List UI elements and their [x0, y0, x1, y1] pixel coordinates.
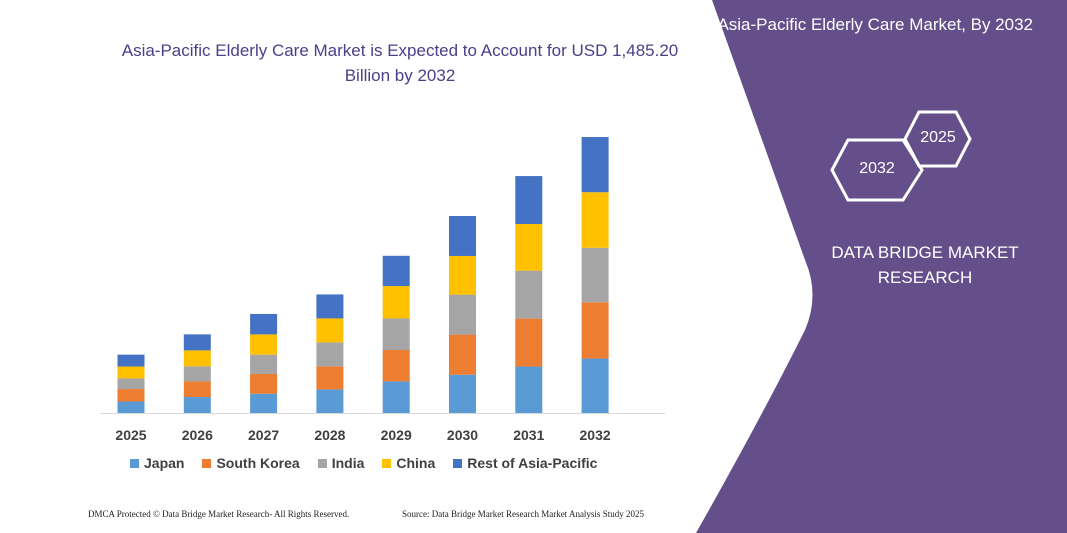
chart-title: Asia-Pacific Elderly Care Market is Expe… [121, 41, 679, 85]
bar-segment-south-korea-2032 [581, 302, 609, 359]
bar-segment-south-korea-2029 [382, 350, 410, 382]
x-tick-label: 2025 [115, 427, 146, 443]
legend-swatch [130, 458, 139, 468]
hex-label-2032: 2032 [859, 160, 895, 177]
bar-segment-rest-of-asia-pacific-2029 [382, 255, 410, 287]
legend-swatch [382, 458, 392, 468]
purple-panel-shape [696, 0, 1067, 533]
hexagon-2025 [903, 110, 972, 168]
bar-segment-china-2025 [117, 366, 145, 379]
bar-segment-rest-of-asia-pacific-2025 [117, 354, 145, 367]
bar-segment-rest-of-asia-pacific-2026 [183, 334, 211, 351]
bar-segment-india-2029 [382, 318, 410, 351]
bar-segment-rest-of-asia-pacific-2027 [250, 313, 278, 335]
footer-copyright: DMCA Protected © Data Bridge Market Rese… [88, 509, 350, 519]
bar-segment-india-2025 [117, 378, 145, 390]
bar-segment-japan-2031 [515, 366, 543, 413]
x-ticks-group: 2025 2026 2027 2028 2029 2030 2031 2032 [115, 427, 610, 443]
bar-segment-south-korea-2026 [183, 381, 211, 398]
bar-segment-japan-2032 [581, 358, 609, 413]
legend-item: South Korea [202, 455, 300, 471]
panel-title: Asia-Pacific Elderly Care Market, By 203… [717, 15, 1033, 34]
bar-segment-china-2031 [515, 224, 543, 271]
hexagon-2032 [830, 138, 924, 202]
legend-swatch [317, 458, 327, 468]
legend-item: China [382, 455, 435, 471]
bar-segment-south-korea-2030 [449, 334, 476, 375]
legend-label: China [396, 455, 436, 471]
bar-segment-japan-2028 [316, 389, 344, 413]
bar-segment-china-2026 [183, 350, 211, 367]
bar-segment-japan-2030 [449, 374, 476, 413]
stacked-bar-chart: 2025 2026 2027 2028 2029 2030 2031 2032 [100, 137, 665, 443]
hex-label-2025: 2025 [920, 129, 956, 146]
bar-segment-india-2030 [449, 294, 476, 335]
bar-segment-south-korea-2027 [250, 373, 278, 394]
bar-segment-china-2032 [581, 192, 609, 248]
bar-segment-china-2029 [382, 286, 410, 319]
footer-source: Source: Data Bridge Market Research Mark… [402, 509, 644, 519]
legend-label: Rest of Asia-Pacific [467, 455, 598, 471]
bar-segment-south-korea-2028 [316, 366, 344, 390]
bar-segment-japan-2027 [250, 393, 278, 413]
bar-segment-china-2028 [316, 318, 344, 343]
x-tick-label: 2028 [314, 427, 345, 443]
legend-item: India [317, 455, 365, 471]
bar-segment-china-2027 [250, 334, 278, 355]
legend: Japan South Korea India China Rest of Asia-P… [130, 455, 597, 471]
legend-item: Rest of Asia-Pacific [453, 455, 597, 471]
bar-segment-japan-2029 [382, 381, 410, 413]
x-tick-label: 2030 [447, 427, 478, 443]
legend-item: Japan [130, 455, 184, 471]
legend-label: Japan [144, 455, 185, 471]
bar-segment-rest-of-asia-pacific-2031 [515, 176, 543, 225]
x-tick-label: 2031 [513, 427, 544, 443]
x-tick-label: 2027 [248, 427, 279, 443]
x-tick-label: 2029 [381, 427, 412, 443]
bar-segment-china-2030 [449, 255, 476, 295]
brand-name: DATA BRIDGE MARKET RESEARCH [831, 243, 1019, 287]
bar-segment-india-2031 [515, 270, 543, 319]
bars-group [117, 137, 609, 413]
bar-segment-japan-2025 [117, 401, 145, 413]
bar-segment-india-2027 [250, 354, 278, 374]
legend-label: South Korea [216, 455, 300, 471]
legend-label: India [331, 455, 365, 471]
bar-segment-rest-of-asia-pacific-2030 [449, 216, 476, 256]
bar-segment-south-korea-2025 [117, 389, 145, 402]
bar-segment-south-korea-2031 [515, 318, 543, 367]
bar-segment-rest-of-asia-pacific-2032 [581, 137, 609, 193]
legend-swatch [453, 458, 463, 468]
bar-segment-rest-of-asia-pacific-2028 [316, 294, 344, 319]
bar-segment-japan-2026 [183, 397, 211, 413]
legend-swatch [202, 458, 212, 468]
x-tick-label: 2026 [182, 427, 213, 443]
bar-segment-india-2026 [183, 366, 211, 382]
x-tick-label: 2032 [580, 427, 611, 443]
bar-segment-india-2032 [581, 247, 609, 303]
bar-segment-india-2028 [316, 342, 344, 367]
